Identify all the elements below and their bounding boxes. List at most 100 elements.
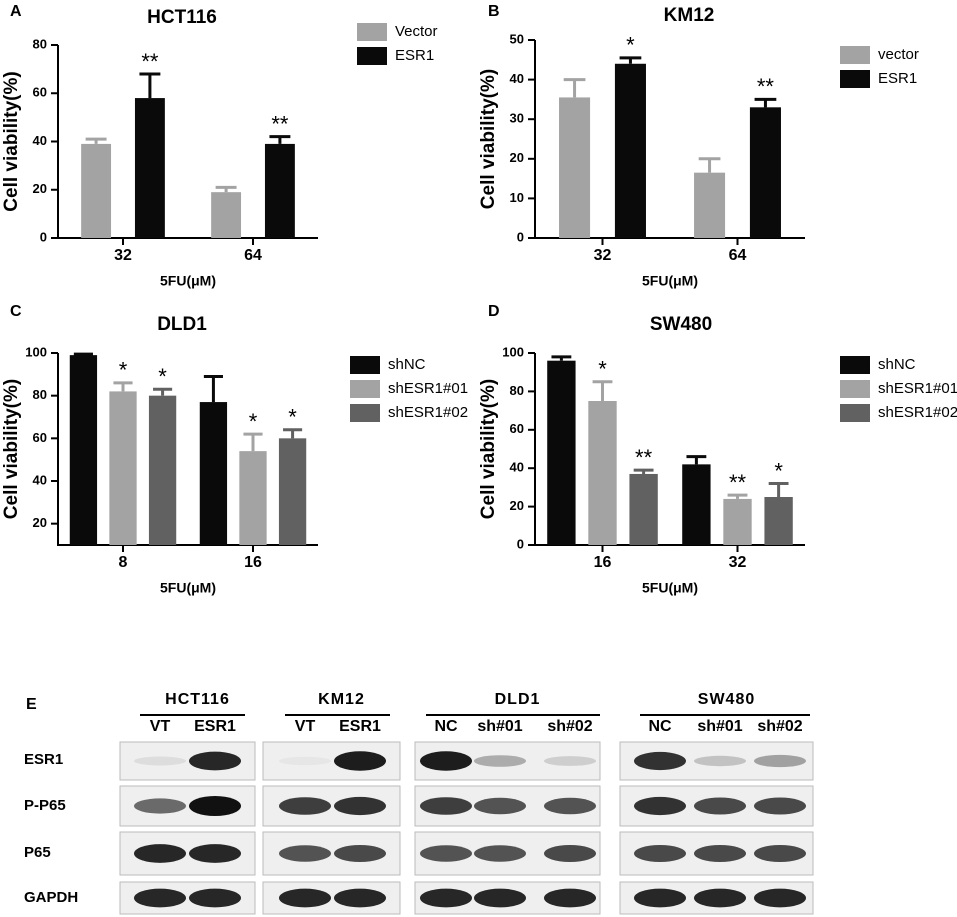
group-label: SW480: [698, 691, 755, 708]
x-axis-label: 5FU(μM): [642, 580, 698, 596]
blot-band: [544, 756, 596, 766]
legend-label: shESR1#02: [878, 404, 957, 421]
legend-label: vector: [878, 46, 919, 63]
significance-label: *: [158, 364, 167, 389]
lane-label: sh#01: [477, 718, 522, 735]
bar: [682, 464, 711, 545]
significance-label: **: [635, 445, 653, 470]
y-tick-label: 0: [517, 229, 524, 244]
bar: [69, 355, 98, 545]
bar: [764, 497, 793, 545]
lane-label: NC: [434, 718, 458, 735]
bar: [694, 172, 726, 238]
y-tick-label: 30: [510, 111, 524, 126]
blot-band: [474, 888, 526, 908]
blot-band: [754, 888, 806, 908]
blot-band: [134, 798, 186, 814]
y-tick-label: 20: [33, 515, 47, 530]
bar: [239, 451, 267, 545]
blot-band: [134, 844, 186, 863]
bar: [749, 107, 781, 238]
panel-label: A: [10, 3, 22, 20]
error-bar: [215, 185, 237, 193]
blot-band: [694, 888, 746, 908]
error-bar: [153, 387, 173, 396]
bar: [211, 192, 242, 238]
significance-label: *: [626, 33, 635, 58]
significance-label: *: [119, 358, 128, 383]
x-tick-label: 32: [729, 554, 747, 571]
blot-band: [754, 797, 806, 815]
lane-label: VT: [295, 718, 316, 735]
row-label: GAPDH: [24, 889, 78, 906]
bar: [559, 97, 591, 238]
error-bar: [592, 380, 613, 401]
bar: [723, 498, 752, 545]
group-label: KM12: [318, 691, 365, 708]
lane-label: VT: [150, 718, 171, 735]
bar: [614, 63, 646, 239]
legend-swatch: [350, 380, 380, 398]
significance-label: *: [774, 458, 783, 483]
blot-band: [279, 756, 331, 766]
error-bar: [283, 428, 303, 439]
error-bar: [243, 432, 263, 452]
bar: [109, 391, 137, 545]
bar: [134, 98, 165, 238]
y-tick-label: 80: [33, 387, 47, 402]
y-tick-label: 100: [25, 344, 47, 359]
row-label: ESR1: [24, 751, 63, 768]
row-label: P-P65: [24, 797, 66, 814]
significance-label: *: [288, 405, 297, 430]
blot-band: [474, 755, 526, 767]
error-bar: [113, 381, 133, 392]
bar: [148, 395, 177, 545]
error-bar: [619, 56, 642, 64]
lane-label: sh#01: [697, 718, 742, 735]
x-tick-label: 32: [114, 247, 132, 264]
legend-label: Vector: [395, 23, 438, 40]
blot-band: [189, 796, 241, 816]
y-tick-label: 0: [517, 536, 524, 551]
panel-label: E: [26, 696, 37, 713]
y-tick-label: 40: [33, 472, 47, 487]
legend-swatch: [350, 356, 380, 374]
significance-label: **: [757, 74, 775, 99]
blot-band: [474, 797, 526, 815]
y-tick-label: 0: [40, 229, 47, 244]
blot-band: [694, 797, 746, 815]
legend-label: ESR1: [395, 47, 434, 64]
chart-title: SW480: [650, 314, 712, 335]
lane-label: sh#02: [547, 718, 592, 735]
error-bar: [203, 374, 223, 403]
legend-swatch: [357, 47, 387, 65]
lane-label: NC: [648, 718, 672, 735]
y-tick-label: 60: [33, 430, 47, 445]
y-tick-label: 20: [33, 181, 47, 196]
blot-band: [420, 845, 472, 862]
chart-title: KM12: [664, 5, 715, 26]
y-tick-label: 40: [510, 460, 524, 475]
blot-band: [544, 888, 596, 908]
bar: [629, 473, 658, 545]
x-axis-label: 5FU(μM): [160, 273, 216, 289]
lane-label: ESR1: [194, 718, 236, 735]
lane-label: sh#02: [757, 718, 802, 735]
y-tick-label: 60: [510, 421, 524, 436]
panel-label: C: [10, 303, 22, 320]
error-bar: [139, 72, 161, 99]
error-bar: [768, 482, 789, 497]
y-axis-label: Cell viability(%): [478, 69, 499, 209]
bar: [588, 401, 617, 545]
legend-label: shNC: [878, 356, 916, 373]
row-label: P65: [24, 844, 51, 861]
y-tick-label: 50: [510, 31, 524, 46]
blot-band: [334, 751, 386, 771]
blot-band: [634, 845, 686, 862]
x-axis-label: 5FU(μM): [642, 273, 698, 289]
bar: [199, 402, 228, 545]
x-tick-label: 8: [119, 554, 128, 571]
x-tick-label: 16: [244, 554, 262, 571]
bar: [547, 360, 576, 545]
